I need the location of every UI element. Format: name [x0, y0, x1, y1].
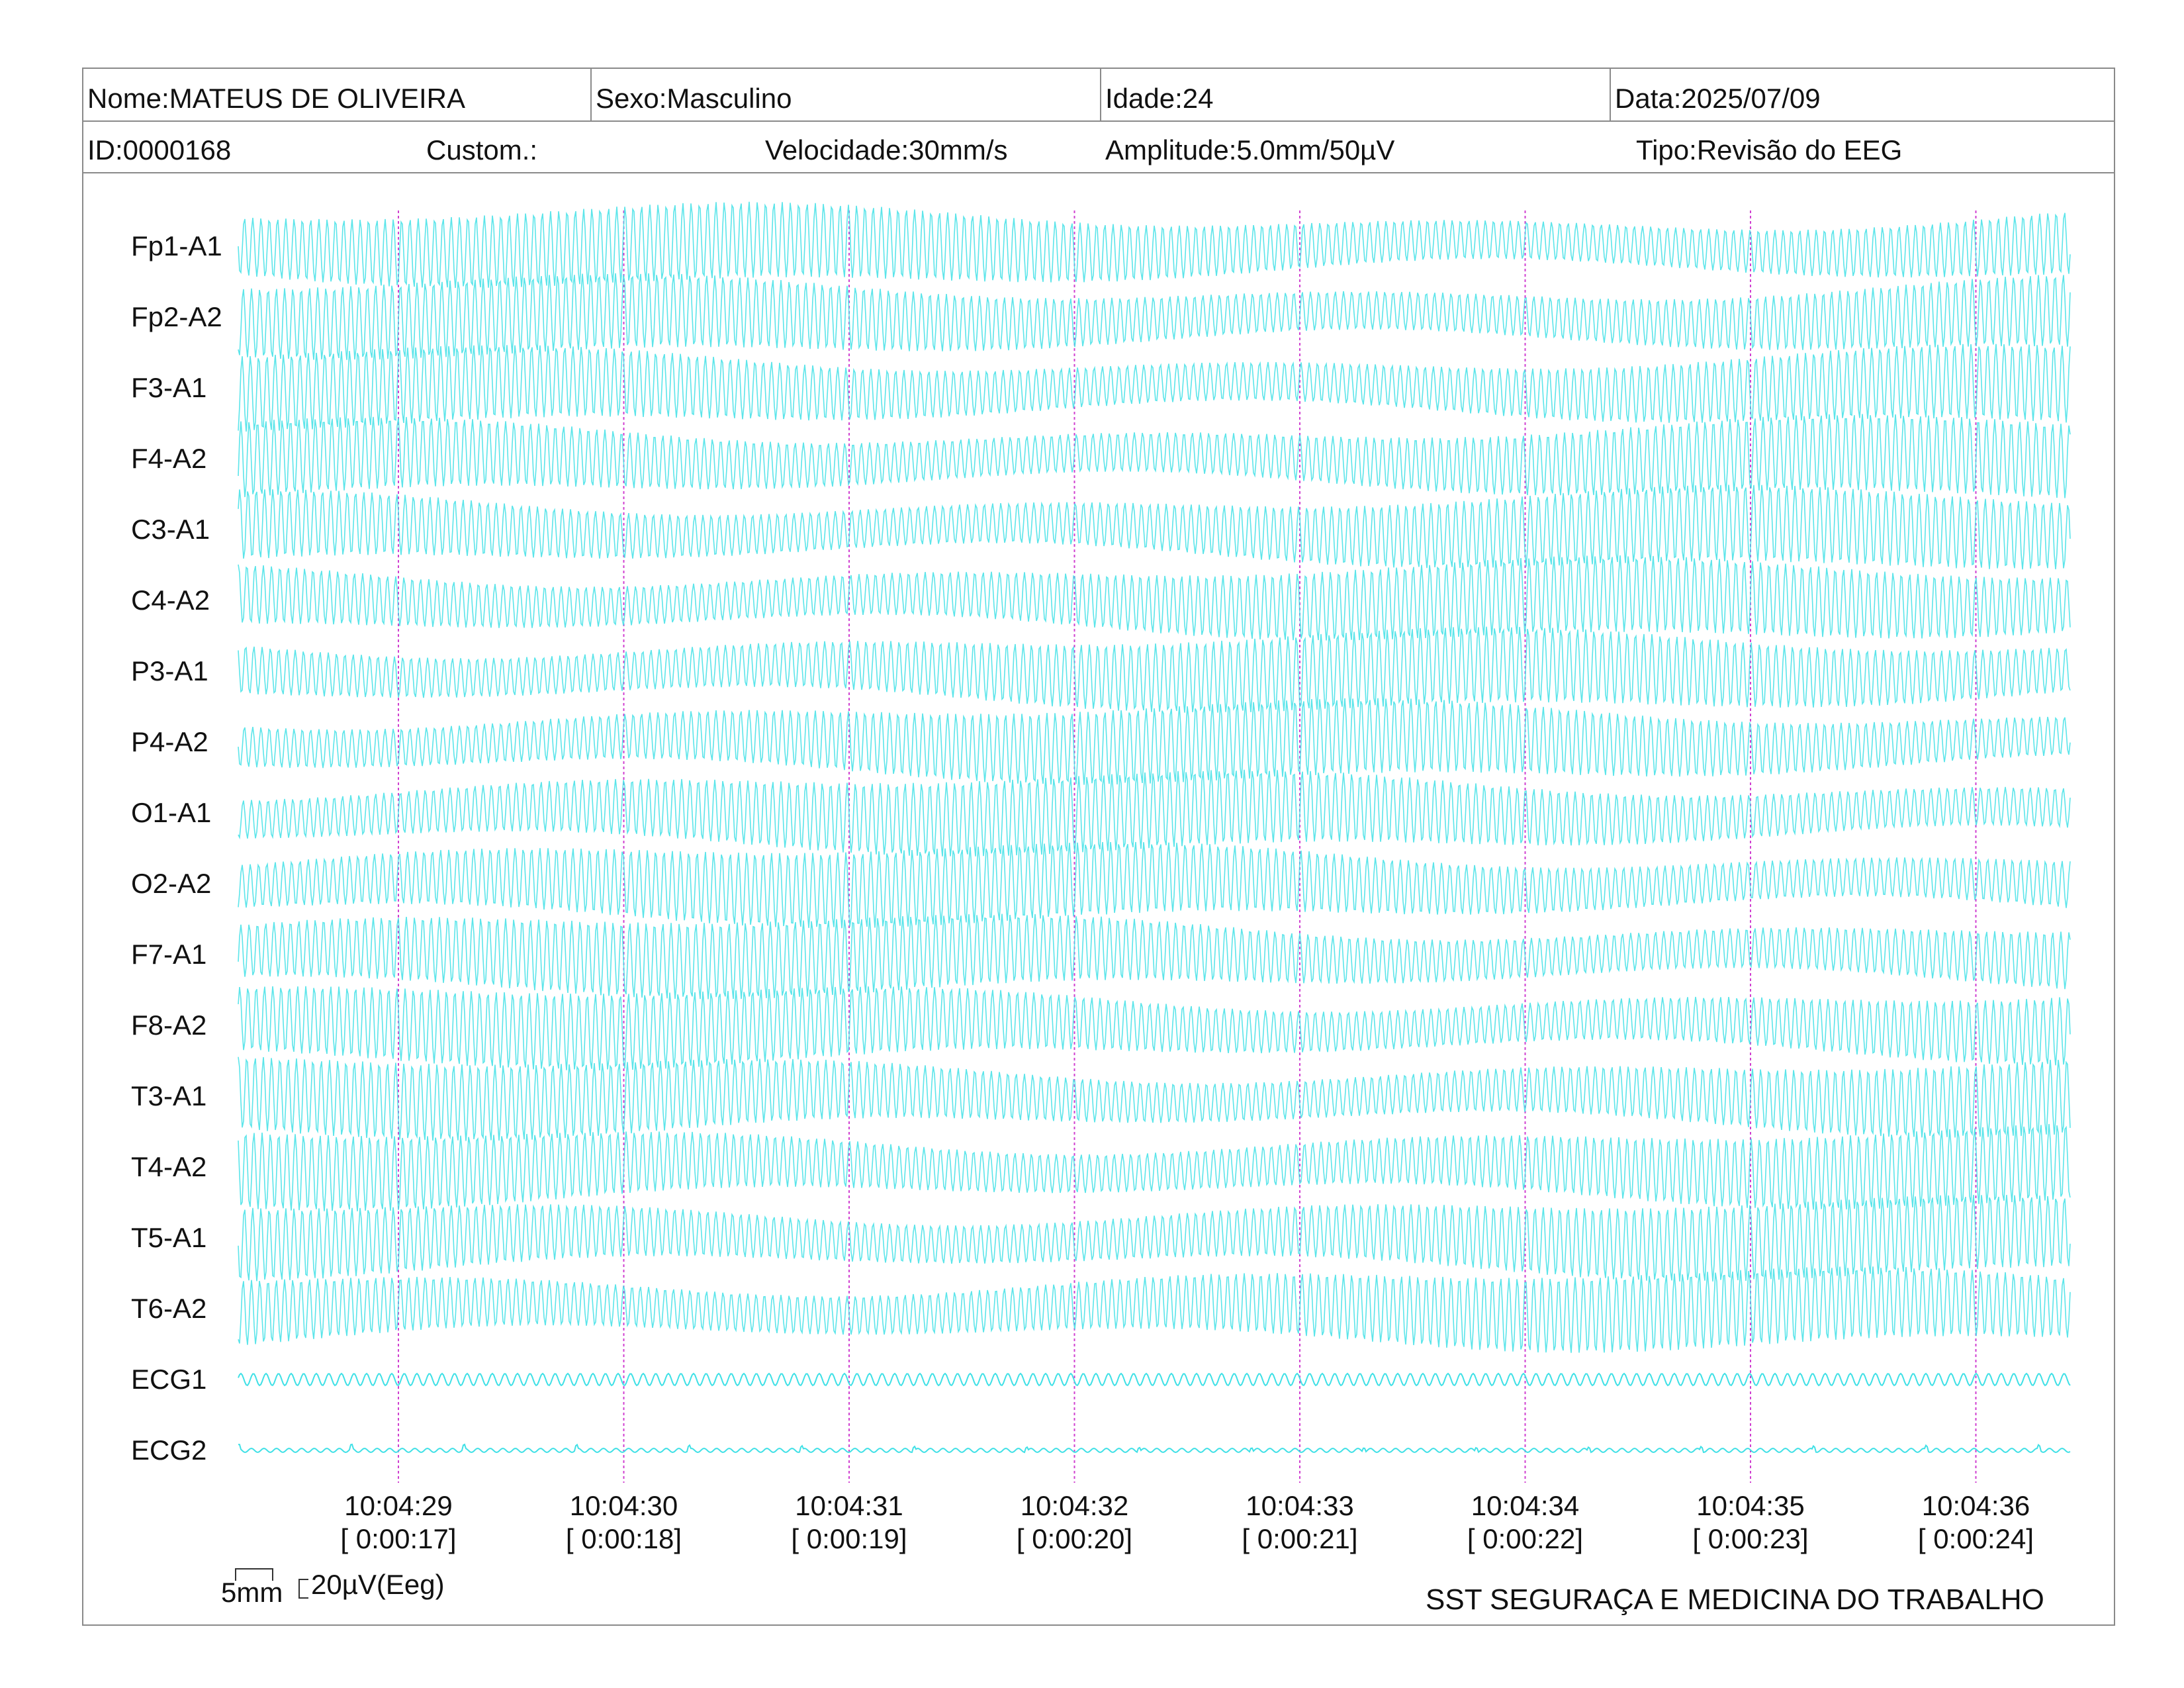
channel-label: P3-A1: [131, 655, 208, 686]
tick-clock-time: 10:04:35: [1696, 1490, 1805, 1521]
channel-label: F3-A1: [131, 372, 207, 403]
scale-uv-label: 20µV(Eeg): [311, 1569, 445, 1600]
footer-organization: SST SEGURAÇA E MEDICINA DO TRABALHO: [1426, 1583, 2044, 1616]
tick-clock-time: 10:04:29: [344, 1490, 453, 1521]
channel-label: F7-A1: [131, 939, 207, 970]
trace-fp1-a1: [238, 201, 2071, 289]
tick-clock-time: 10:04:30: [569, 1490, 678, 1521]
tick-clock-time: 10:04:34: [1471, 1490, 1580, 1521]
patient-age: Idade:24: [1105, 83, 1214, 114]
channel-label: C4-A2: [131, 585, 210, 616]
exam-date: Data:2025/07/09: [1615, 83, 1821, 114]
channel-label: ECG2: [131, 1434, 207, 1466]
trace-p4-a2: [238, 698, 2071, 785]
report-frame: Nome:MATEUS DE OLIVEIRA Sexo:Masculino I…: [82, 68, 2115, 1626]
channel-label: T6-A2: [131, 1293, 207, 1324]
tick-elapsed-time: [ 0:00:22]: [1467, 1523, 1584, 1554]
time-tick-label: 10:04:35[ 0:00:23]: [1664, 1489, 1837, 1556]
channel-label: P4-A2: [131, 726, 208, 757]
custom-field: Custom.:: [426, 134, 538, 165]
speed-setting: Velocidade:30mm/s: [765, 134, 1008, 165]
channel-label: C3-A1: [131, 514, 210, 545]
header-divider: [1610, 69, 1611, 120]
channel-label: F4-A2: [131, 443, 207, 474]
patient-name: Nome:MATEUS DE OLIVEIRA: [87, 83, 466, 114]
exam-type: Tipo:Revisão do EEG: [1636, 134, 1903, 165]
tick-clock-time: 10:04:36: [1921, 1490, 2030, 1521]
time-tick-label: 10:04:29[ 0:00:17]: [312, 1489, 484, 1556]
tick-elapsed-time: [ 0:00:20]: [1016, 1523, 1133, 1554]
channel-label: T3-A1: [131, 1080, 207, 1111]
trace-t6-a2: [238, 1266, 2071, 1353]
trace-f4-a2: [238, 414, 2071, 498]
trace-fp2-a2: [238, 273, 2071, 360]
channel-label: F8-A2: [131, 1009, 207, 1041]
trace-c3-a1: [238, 485, 2071, 570]
amplitude-setting: Amplitude:5.0mm/50µV: [1105, 134, 1395, 165]
time-tick-label: 10:04:34[ 0:00:22]: [1439, 1489, 1612, 1556]
trace-t5-a1: [238, 1194, 2071, 1282]
header-divider: [590, 69, 592, 120]
tick-clock-time: 10:04:31: [795, 1490, 903, 1521]
trace-f7-a1: [238, 914, 2071, 1000]
scale-bar-mm: [235, 1568, 273, 1581]
trace-ecg2: [238, 1443, 2071, 1454]
trace-f3-a1: [238, 344, 2071, 432]
channel-label: ECG1: [131, 1364, 207, 1395]
trace-c4-a2: [238, 555, 2071, 641]
channel-label: Fp2-A2: [131, 301, 222, 332]
trace-o2-a2: [238, 841, 2071, 929]
tick-elapsed-time: [ 0:00:18]: [565, 1523, 682, 1554]
trace-t3-a1: [238, 1056, 2071, 1141]
patient-sex: Sexo:Masculino: [596, 83, 792, 114]
time-tick-label: 10:04:36[ 0:00:24]: [1890, 1489, 2062, 1556]
patient-id: ID:0000168: [87, 134, 232, 165]
header-separator: [83, 172, 2114, 173]
tick-clock-time: 10:04:32: [1020, 1490, 1129, 1521]
trace-ecg1: [238, 1372, 2071, 1387]
time-tick-label: 10:04:33[ 0:00:21]: [1214, 1489, 1386, 1556]
trace-t4-a2: [238, 1123, 2071, 1211]
channel-label: Fp1-A1: [131, 230, 222, 261]
scale-mm-label: 5mm: [221, 1577, 283, 1608]
trace-p3-a1: [238, 626, 2071, 713]
channel-label: O2-A2: [131, 868, 212, 899]
channel-label: O1-A1: [131, 797, 212, 828]
tick-elapsed-time: [ 0:00:23]: [1692, 1523, 1809, 1554]
trace-f8-a2: [238, 986, 2071, 1070]
channel-label: T5-A1: [131, 1222, 207, 1253]
trace-o1-a1: [238, 769, 2071, 857]
tick-clock-time: 10:04:33: [1246, 1490, 1354, 1521]
header-divider: [1100, 69, 1101, 120]
time-tick-label: 10:04:31[ 0:00:19]: [763, 1489, 935, 1556]
tick-elapsed-time: [ 0:00:24]: [1917, 1523, 2034, 1554]
time-tick-label: 10:04:32[ 0:00:20]: [989, 1489, 1161, 1556]
channel-label: T4-A2: [131, 1151, 207, 1182]
time-tick-label: 10:04:30[ 0:00:18]: [538, 1489, 710, 1556]
tick-elapsed-time: [ 0:00:17]: [340, 1523, 457, 1554]
tick-elapsed-time: [ 0:00:19]: [791, 1523, 907, 1554]
scale-bar-uv: [298, 1579, 308, 1599]
header-separator: [83, 120, 2114, 122]
tick-elapsed-time: [ 0:00:21]: [1242, 1523, 1358, 1554]
